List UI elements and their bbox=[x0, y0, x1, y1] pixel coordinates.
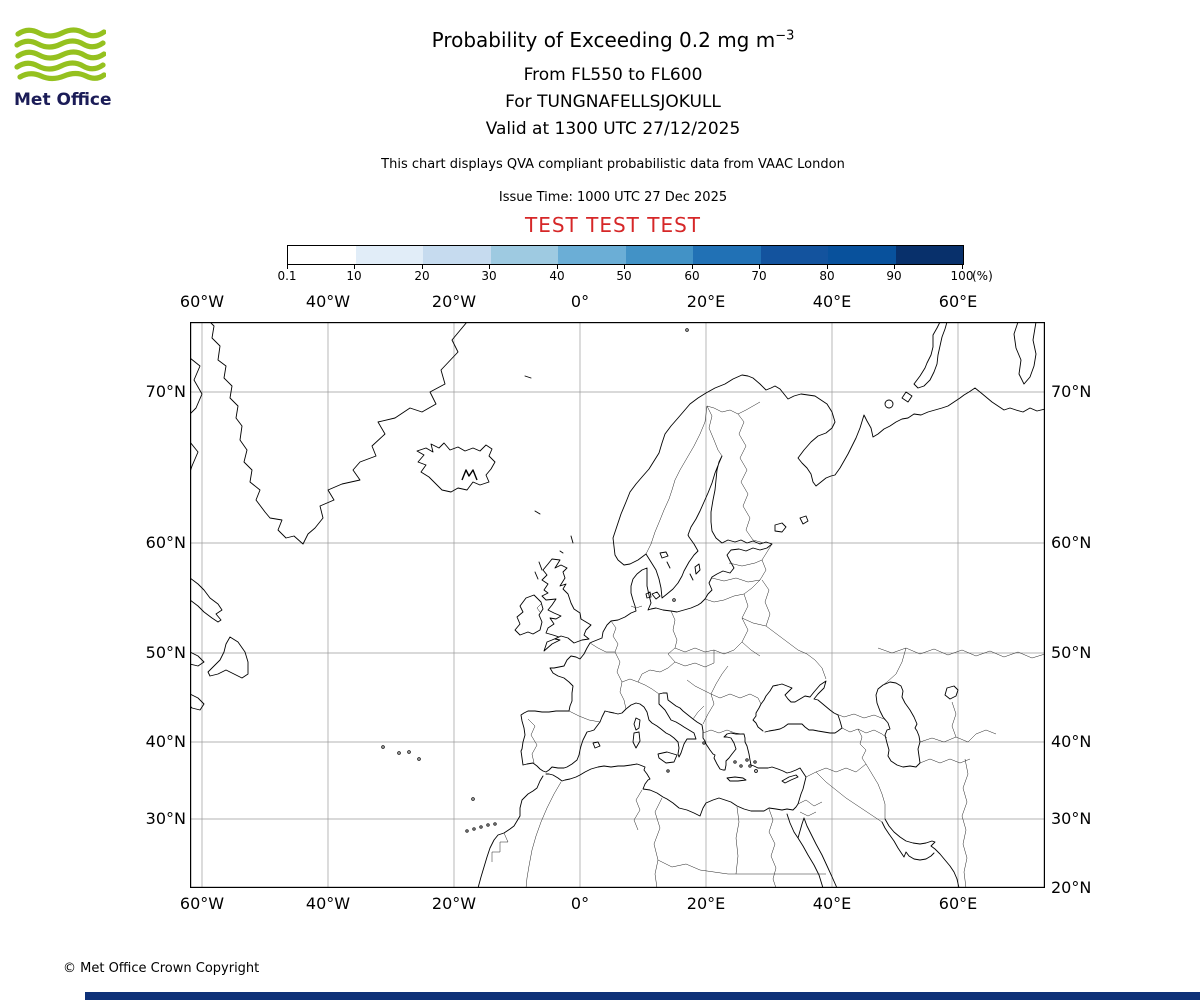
colorbar-segment bbox=[625, 246, 693, 264]
colorbar-tick-label: 60 bbox=[684, 269, 700, 283]
lat-label-left: 30°N bbox=[145, 809, 186, 828]
title-text: Probability of Exceeding 0.2 mg m bbox=[431, 28, 776, 52]
logo-wordmark: Met Office bbox=[14, 90, 112, 110]
grid-lines bbox=[190, 322, 1045, 888]
colorbar-tick-label: 100 bbox=[950, 269, 974, 283]
colorbar-segment bbox=[828, 246, 896, 264]
lat-label-right: 60°N bbox=[1051, 533, 1092, 552]
logo-waves-icon bbox=[14, 27, 107, 82]
colorbar-tick bbox=[692, 265, 693, 269]
subtitle-flight-levels: From FL550 to FL600 bbox=[523, 65, 703, 85]
lat-label-left: 50°N bbox=[145, 643, 186, 662]
lat-label-right: 50°N bbox=[1051, 643, 1092, 662]
title-superscript: −3 bbox=[775, 28, 795, 44]
lon-label-top: 20°W bbox=[431, 292, 477, 311]
colorbar-segment bbox=[423, 246, 491, 264]
map-frame bbox=[190, 322, 1045, 888]
colorbar-tick bbox=[422, 265, 423, 269]
colorbar-tick bbox=[354, 265, 355, 269]
colorbar-tick-label: 50 bbox=[616, 269, 632, 283]
colorbar-segment bbox=[288, 246, 356, 264]
lon-label-bottom: 20°E bbox=[686, 894, 726, 913]
colorbar-tick bbox=[962, 265, 963, 269]
subtitle-valid-time: Valid at 1300 UTC 27/12/2025 bbox=[485, 119, 741, 139]
colorbar-tick-label: 90 bbox=[886, 269, 902, 283]
lat-label-left: 40°N bbox=[145, 732, 186, 751]
subtitle-block: From FL550 to FL600 For TUNGNAFELLSJOKUL… bbox=[13, 62, 1200, 143]
lon-label-bottom: 20°W bbox=[431, 894, 477, 913]
met-office-logo: Met Office bbox=[14, 26, 114, 110]
coastlines bbox=[190, 322, 1045, 888]
colorbar-tick bbox=[624, 265, 625, 269]
island-specks bbox=[381, 328, 894, 833]
colorbar-segment bbox=[693, 246, 761, 264]
colorbar-tick bbox=[827, 265, 828, 269]
issue-time: Issue Time: 1000 UTC 27 Dec 2025 bbox=[498, 190, 728, 205]
country-borders bbox=[491, 401, 1045, 888]
copyright-notice: © Met Office Crown Copyright bbox=[63, 961, 260, 976]
lat-label-right: 20°N bbox=[1051, 878, 1092, 897]
map-canvas bbox=[190, 322, 1045, 888]
colorbar-tick bbox=[287, 265, 288, 269]
colorbar-tick bbox=[489, 265, 490, 269]
colorbar-tick-label: 70 bbox=[751, 269, 767, 283]
colorbar-unit-label: (%) bbox=[972, 269, 993, 283]
colorbar-tick-label: 30 bbox=[481, 269, 497, 283]
colorbar-tick bbox=[759, 265, 760, 269]
colorbar-tick bbox=[557, 265, 558, 269]
colorbar-tick bbox=[894, 265, 895, 269]
lat-label-left: 60°N bbox=[145, 533, 186, 552]
volcano-marker-icon bbox=[461, 469, 478, 481]
colorbar-tick-label: 10 bbox=[346, 269, 362, 283]
lon-label-top: 40°W bbox=[305, 292, 351, 311]
lon-label-bottom: 40°E bbox=[812, 894, 852, 913]
colorbar-segment bbox=[490, 246, 558, 264]
lon-label-top: 0° bbox=[570, 292, 590, 311]
lon-label-top: 40°E bbox=[812, 292, 852, 311]
probability-colorbar bbox=[287, 245, 964, 265]
subtitle-volcano: For TUNGNAFELLSJOKULL bbox=[505, 92, 721, 112]
lon-label-bottom: 60°E bbox=[938, 894, 978, 913]
lon-label-bottom: 0° bbox=[570, 894, 590, 913]
lat-label-right: 30°N bbox=[1051, 809, 1092, 828]
colorbar-segment bbox=[895, 246, 963, 264]
lon-label-top: 60°E bbox=[938, 292, 978, 311]
colorbar-segment bbox=[760, 246, 828, 264]
colorbar-tick-label: 0.1 bbox=[277, 269, 297, 283]
lon-label-bottom: 60°W bbox=[179, 894, 225, 913]
chart-description: This chart displays QVA compliant probab… bbox=[381, 157, 845, 172]
colorbar-tick-label: 40 bbox=[549, 269, 565, 283]
lon-label-bottom: 40°W bbox=[305, 894, 351, 913]
page-title: Probability of Exceeding 0.2 mg m−3 bbox=[13, 28, 1200, 52]
colorbar-segment bbox=[558, 246, 626, 264]
colorbar-tick-label: 20 bbox=[414, 269, 430, 283]
footer-bar bbox=[85, 992, 1200, 1000]
colorbar-segment bbox=[355, 246, 423, 264]
lon-label-top: 20°E bbox=[686, 292, 726, 311]
lat-label-right: 40°N bbox=[1051, 732, 1092, 751]
lat-label-right: 70°N bbox=[1051, 382, 1092, 401]
lon-label-top: 60°W bbox=[179, 292, 225, 311]
colorbar-tick-label: 80 bbox=[819, 269, 835, 283]
lat-label-left: 70°N bbox=[145, 382, 186, 401]
test-banner: TEST TEST TEST bbox=[524, 213, 701, 237]
